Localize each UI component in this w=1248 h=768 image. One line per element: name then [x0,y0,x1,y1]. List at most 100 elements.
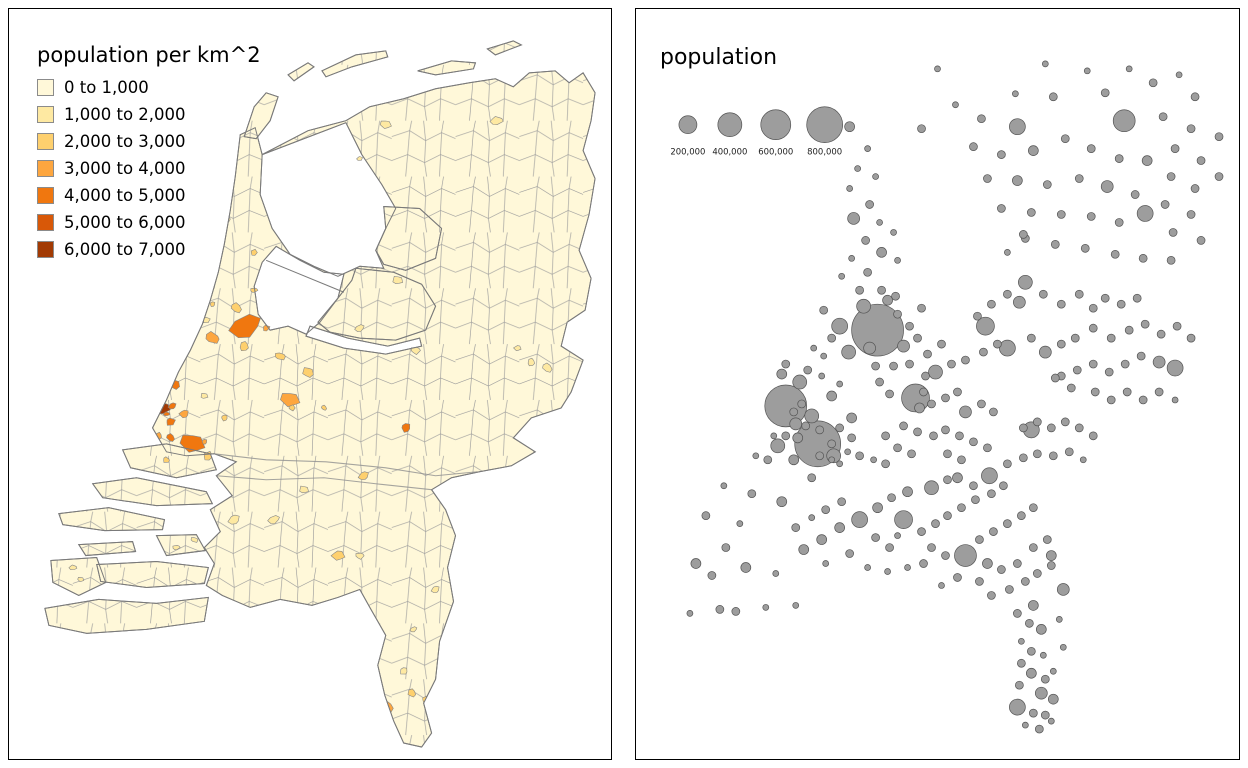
population-bubble [1072,365,1082,375]
population-bubble [927,399,936,409]
flevoland [317,267,437,341]
municipality-patch [227,514,240,525]
population-bubble [943,475,952,485]
population-bubble [1012,175,1023,186]
population-bubble [1028,543,1038,552]
population-bubble [885,543,894,552]
population-bubble [721,543,731,552]
population-bubble [983,443,992,453]
population-bubble [1034,686,1048,700]
population-bubble [953,573,962,582]
population-bubble [1152,355,1166,369]
population-bubble [1009,698,1026,716]
municipality-patch [330,550,346,561]
population-bubble [686,610,694,617]
population-bubble [894,256,901,264]
population-bubble [1140,319,1150,329]
population-bubble [1022,721,1029,729]
population-bubble [847,433,856,443]
population-bubble [959,405,972,419]
municipality-patch [209,301,216,307]
population-bubble [781,359,791,369]
population-bubble [804,408,820,424]
municipality-patch [267,515,280,524]
population-bubble [855,451,864,461]
population-bubble [1120,359,1130,369]
population-bubble [836,380,844,388]
population-bubble [776,368,788,380]
population-bubble [1047,717,1055,725]
municipality-patch [68,564,78,570]
population-bubble [875,377,884,387]
population-bubble [997,204,1006,213]
population-bubble [941,425,950,435]
population-bubble [1039,651,1047,659]
population-bubble [1056,210,1066,219]
ijsselmeer [259,122,397,277]
population-bubble [1104,367,1114,377]
legend-size-circle [678,115,698,135]
legend-item: 6,000 to 7,000 [37,240,261,259]
population-bubble [1156,329,1166,339]
population-bubble [826,390,838,402]
municipality-patch [354,324,365,332]
population-bubble [1056,583,1070,596]
municipality-patch [407,688,416,698]
population-bubble [1060,417,1070,427]
legend-swatch [37,79,54,96]
gooimeer [305,325,423,355]
population-bubble [836,460,844,468]
population-bubble [919,559,928,568]
population-bubble [1125,65,1133,73]
population-bubble [1100,180,1114,193]
population-bubble [975,535,984,544]
municipality-patch [513,345,522,352]
municipality-patch [542,362,553,373]
population-bubble [1083,67,1091,75]
population-bubble [844,448,851,456]
municipality-patch [152,371,161,377]
population-bubble [838,272,846,280]
population-bubble [1046,561,1056,570]
legend-swatch [37,160,54,177]
legend-size-label: 400,000 [712,147,747,157]
population-bubble [884,568,891,575]
population-bubble [834,522,846,533]
population-bubble [740,562,752,573]
municipality-patch [299,485,309,494]
population-bubble [1158,112,1168,122]
population-bubble [947,359,956,369]
population-bubble [1148,78,1158,88]
population-bubble [1112,109,1136,133]
population-bubble [957,455,966,465]
bubble-map: 200,000 400,000 600,000 800,000 [670,60,1224,734]
population-bubble [1050,240,1060,249]
zeeuws-vlaanderen [44,596,209,634]
population-bubble [1214,172,1224,181]
legend-item: 3,000 to 4,000 [37,159,261,178]
population-bubble [975,577,984,586]
population-bubble [1088,323,1098,333]
population-bubble [987,591,996,600]
population-bubble [1114,218,1124,227]
population-bubble [904,564,911,571]
population-bubble [1086,212,1096,221]
population-bubble [1080,244,1090,253]
population-bubble [1041,60,1049,68]
population-bubble [1017,658,1026,668]
population-bubble [872,502,883,514]
walcheren [50,557,107,596]
legend-item: 2,000 to 3,000 [37,132,261,151]
population-bubble [822,560,830,567]
population-bubble [885,389,894,399]
municipality-patch [145,435,151,440]
municipality-patch [163,456,170,463]
population-bubble [977,114,986,124]
population-bubble [887,493,896,503]
population-bubble [871,361,880,371]
population-bubble [1050,373,1060,383]
municipality-patch [172,545,181,551]
density-map-panel: population per km^2 0 to 1,000 1,000 to 2… [8,8,612,760]
population-bubble [1046,423,1056,433]
bubble-size-legend: 200,000 400,000 600,000 800,000 [670,106,844,157]
